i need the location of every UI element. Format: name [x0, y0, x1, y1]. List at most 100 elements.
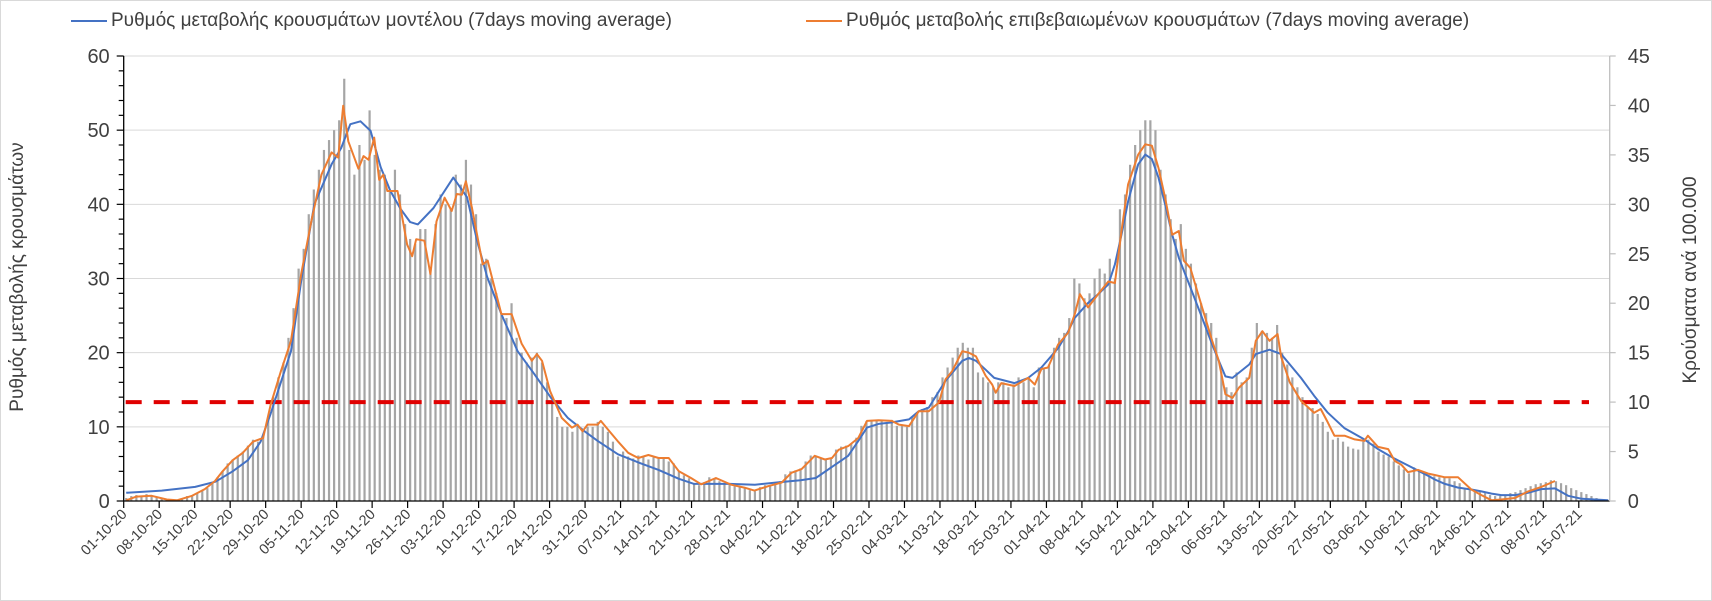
bar [1159, 169, 1162, 501]
bar [150, 495, 153, 501]
bar [267, 416, 270, 501]
left-axis-tick-label: 50 [87, 120, 109, 142]
bar [606, 431, 609, 501]
bar [885, 421, 888, 501]
bar [343, 78, 346, 501]
bar [981, 377, 985, 501]
bar [1397, 465, 1400, 501]
bar [946, 367, 949, 501]
left-axis-tick-label: 40 [87, 194, 109, 216]
bar [657, 458, 660, 501]
bar [910, 416, 914, 501]
bar [784, 474, 787, 501]
left-axis-tick-label: 20 [87, 343, 109, 365]
bar [1534, 484, 1537, 501]
bar [921, 409, 924, 501]
bar [256, 441, 260, 501]
bar [895, 425, 898, 501]
bar [216, 477, 219, 501]
bar [1139, 130, 1142, 501]
bar [1265, 332, 1269, 501]
bar [1169, 219, 1172, 501]
bar [779, 481, 782, 501]
bar [373, 154, 376, 501]
bar [652, 457, 655, 501]
confirmed-rate-line [125, 104, 1556, 502]
bar [1504, 495, 1507, 501]
bar [1575, 490, 1578, 501]
bar [236, 455, 239, 501]
bar [1240, 382, 1243, 501]
bar [1554, 481, 1558, 501]
bar [860, 425, 863, 501]
bar [1194, 283, 1198, 501]
bar [540, 362, 544, 501]
bar [485, 258, 488, 501]
bar [682, 475, 686, 501]
bar [1357, 449, 1360, 501]
bar [221, 471, 224, 501]
bar [692, 483, 696, 501]
bar [1042, 369, 1046, 501]
bar [1463, 488, 1466, 501]
bar [211, 483, 214, 501]
bar [363, 159, 366, 502]
bar [287, 337, 290, 501]
bar [1423, 473, 1426, 501]
bar [1002, 382, 1005, 501]
bar [419, 229, 422, 502]
bar [338, 120, 341, 502]
bar [632, 458, 635, 501]
bar [581, 431, 584, 501]
bar [880, 420, 883, 501]
bar [687, 478, 691, 501]
bar [505, 318, 508, 501]
bar [292, 308, 295, 501]
bar [971, 347, 975, 501]
bar [1570, 488, 1573, 501]
bar [1514, 492, 1517, 501]
bar [916, 412, 919, 501]
left-axis-tick-label: 60 [87, 46, 109, 68]
bar [875, 419, 878, 501]
bar [160, 498, 163, 501]
bar [383, 174, 386, 501]
bar [1007, 387, 1010, 501]
bar [434, 224, 437, 501]
bar [1352, 448, 1355, 501]
bar [1321, 421, 1324, 501]
bar [495, 293, 498, 501]
bar [1509, 493, 1512, 501]
bar [277, 377, 280, 501]
bar [976, 372, 980, 501]
bar [931, 397, 934, 501]
bar [1544, 482, 1547, 501]
bar [723, 484, 726, 501]
bar [272, 397, 275, 501]
bar [743, 488, 746, 501]
bar [941, 377, 944, 501]
bar [1235, 372, 1238, 501]
right-axis-tick-label: 45 [1628, 46, 1650, 68]
bar [1022, 382, 1025, 501]
bar [439, 194, 442, 501]
bar [997, 382, 1000, 501]
bar [1093, 278, 1096, 501]
bar [1362, 441, 1365, 501]
bar [586, 426, 589, 501]
bar [905, 426, 909, 501]
bar [1088, 293, 1091, 501]
bar [1149, 120, 1152, 502]
bar [1580, 492, 1583, 501]
bar [758, 487, 762, 501]
bar [850, 443, 853, 501]
bar [627, 456, 630, 501]
bar [409, 238, 412, 501]
bar [1245, 377, 1248, 501]
bar [1281, 352, 1284, 501]
bar [226, 463, 229, 501]
legend-label: Ρυθμός μεταβολής κρουσμάτων μοντέλου (7d… [111, 10, 672, 31]
bar [535, 352, 539, 501]
bar [1524, 488, 1527, 501]
bar [348, 149, 351, 501]
